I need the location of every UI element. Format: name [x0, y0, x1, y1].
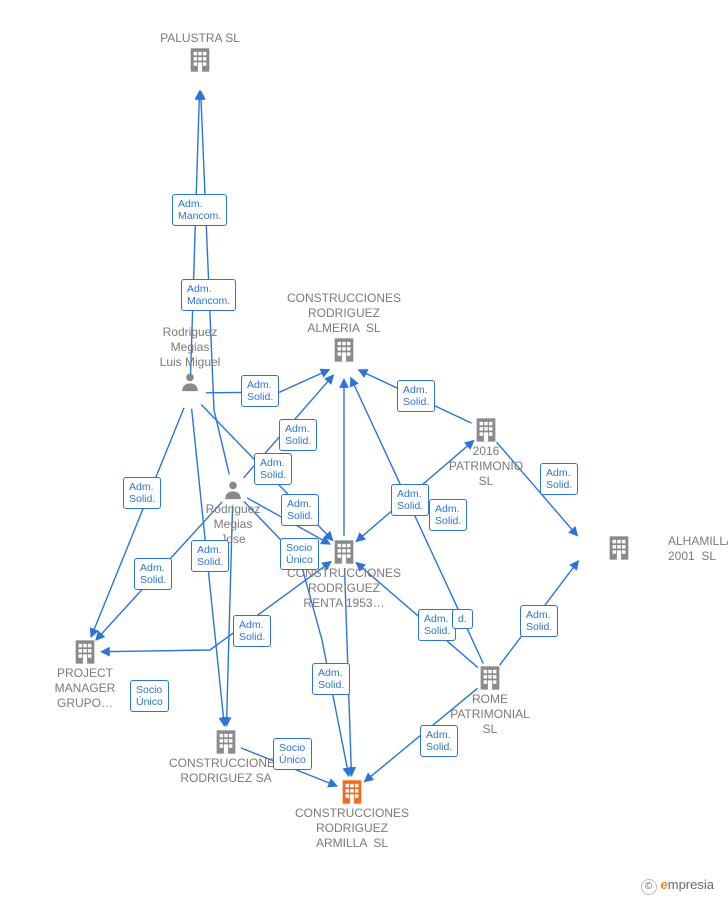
building-icon — [472, 416, 500, 444]
edge-label: Adm.Mancom. — [181, 279, 236, 311]
node-label: 2016PATRIMONIOSL — [426, 444, 546, 489]
edge-label: SocioÚnico — [130, 680, 169, 712]
edge-label: Adm.Solid. — [134, 558, 172, 590]
edge-label: Adm.Solid. — [420, 725, 458, 757]
edge-label: Adm.Solid. — [540, 463, 578, 495]
node-cra[interactable]: CONSTRUCCIONESRODRIGUEZALMERIA SL — [284, 291, 404, 364]
building-icon — [212, 728, 240, 756]
edge-label: Adm.Solid. — [281, 494, 319, 526]
node-label: PROJECTMANAGERGRUPO… — [25, 666, 145, 711]
edge-label: Adm.Solid. — [520, 605, 558, 637]
building-icon — [71, 638, 99, 666]
building-icon — [330, 336, 358, 364]
node-pm[interactable]: PROJECTMANAGERGRUPO… — [25, 638, 145, 711]
edge-label: Adm.Solid. — [418, 609, 456, 641]
edge-label: SocioÚnico — [280, 538, 319, 570]
edge-label: Adm.Solid. — [241, 375, 279, 407]
brand-e: e — [661, 877, 668, 892]
building-icon — [330, 538, 358, 566]
edge-label: Adm.Mancom. — [172, 194, 227, 226]
node-alhamilla[interactable]: ALHAMILLA2001 SL — [574, 534, 728, 564]
edge-label: Adm.Solid. — [233, 615, 271, 647]
node-label: CONSTRUCCIONESRODRIGUEZARMILLA SL — [292, 806, 412, 851]
edge-label: Adm.Solid. — [191, 540, 229, 572]
edge-label: d. — [452, 609, 473, 629]
diagram-canvas: © empresia PALUSTRA SL RodriguezMegiasLuis… — [0, 0, 728, 905]
node-pers_luis[interactable]: RodriguezMegiasLuis Miguel — [130, 325, 250, 394]
building-icon — [605, 534, 633, 562]
node-armilla[interactable]: CONSTRUCCIONESRODRIGUEZARMILLA SL — [292, 778, 412, 851]
edge-label: Adm.Solid. — [254, 453, 292, 485]
node-pers_jose[interactable]: RodriguezMegiasJose — [173, 478, 293, 547]
edge-label: Adm.Solid. — [429, 499, 467, 531]
edge-label: Adm.Solid. — [391, 484, 429, 516]
edge-label: Adm.Solid. — [397, 380, 435, 412]
node-label: PALUSTRA SL — [140, 31, 260, 46]
node-patrimonio[interactable]: 2016PATRIMONIOSL — [426, 416, 546, 489]
node-crsa[interactable]: CONSTRUCCIONESRODRIGUEZ SA — [166, 728, 286, 786]
edge — [91, 408, 184, 637]
node-label: RodriguezMegiasLuis Miguel — [130, 325, 250, 370]
node-label: CONSTRUCCIONESRODRIGUEZRENTA 1953… — [284, 566, 404, 611]
edge-label: SocioÚnico — [273, 738, 312, 770]
copyright-symbol: © — [641, 879, 657, 895]
building-icon — [476, 664, 504, 692]
edges-layer — [0, 0, 728, 905]
node-palustra[interactable]: PALUSTRA SL — [140, 31, 260, 74]
edge-label: Adm.Solid. — [279, 419, 317, 451]
edge-label: Adm.Solid. — [123, 477, 161, 509]
node-label: ALHAMILLA2001 SL — [668, 534, 728, 564]
edge-label: Adm.Solid. — [312, 663, 350, 695]
building-icon — [186, 46, 214, 74]
person-icon — [179, 370, 201, 394]
person-icon — [222, 478, 244, 502]
node-label: CONSTRUCCIONESRODRIGUEZALMERIA SL — [284, 291, 404, 336]
footer-copyright: © empresia — [641, 877, 714, 895]
brand-rest: mpresia — [668, 877, 714, 892]
building-icon — [338, 778, 366, 806]
node-label: CONSTRUCCIONESRODRIGUEZ SA — [166, 756, 286, 786]
